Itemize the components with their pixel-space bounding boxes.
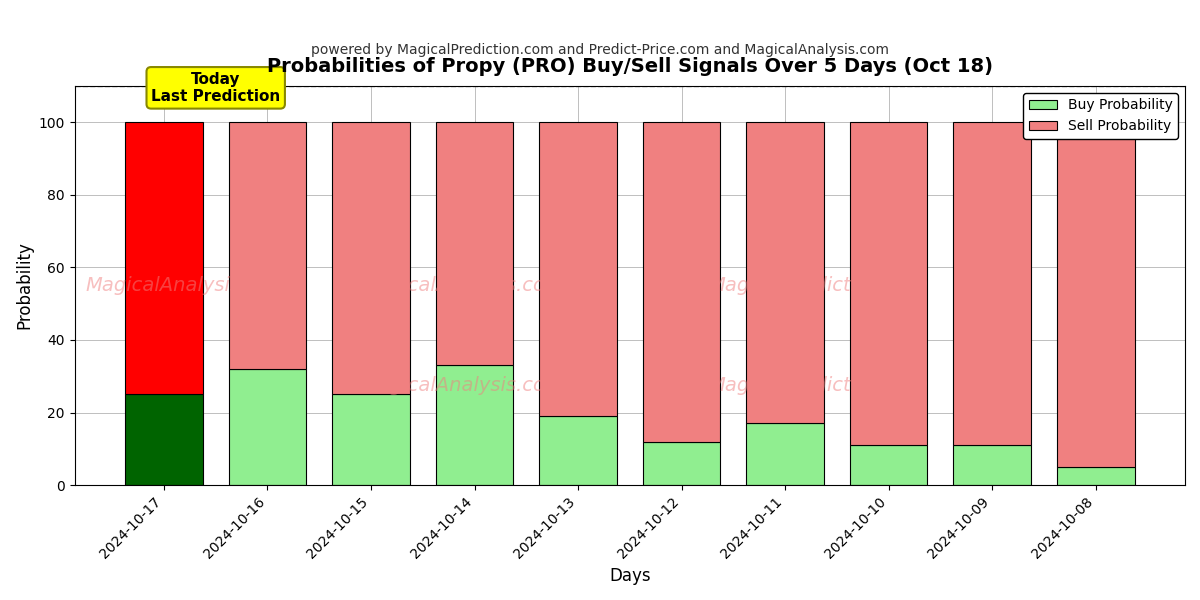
X-axis label: Days: Days [610,567,650,585]
Bar [1057,467,1134,485]
Bar [436,122,514,365]
Bar [746,424,824,485]
Bar [539,122,617,416]
Bar [643,442,720,485]
Text: MagicalAnalysis.com: MagicalAnalysis.com [362,276,565,295]
Bar [539,416,617,485]
Bar [953,122,1031,445]
Text: Today
Last Prediction: Today Last Prediction [151,71,281,104]
Y-axis label: Probability: Probability [16,242,34,329]
Bar [746,122,824,424]
Text: MagicalPrediction.com: MagicalPrediction.com [708,276,929,295]
Bar [850,445,928,485]
Bar [229,122,306,369]
Bar [953,445,1031,485]
Bar [643,122,720,442]
Bar [332,394,410,485]
Text: MagicalPrediction.com: MagicalPrediction.com [708,376,929,395]
Bar [125,394,203,485]
Text: powered by MagicalPrediction.com and Predict-Price.com and MagicalAnalysis.com: powered by MagicalPrediction.com and Pre… [311,43,889,57]
Text: MagicalAnalysis.com: MagicalAnalysis.com [362,376,565,395]
Bar [850,122,928,445]
Legend: Buy Probability, Sell Probability: Buy Probability, Sell Probability [1024,93,1178,139]
Title: Probabilities of Propy (PRO) Buy/Sell Signals Over 5 Days (Oct 18): Probabilities of Propy (PRO) Buy/Sell Si… [266,57,992,76]
Bar [436,365,514,485]
Bar [332,122,410,394]
Text: MagicalAnalysis.com: MagicalAnalysis.com [85,276,289,295]
Bar [229,369,306,485]
Bar [1057,122,1134,467]
Bar [125,122,203,394]
